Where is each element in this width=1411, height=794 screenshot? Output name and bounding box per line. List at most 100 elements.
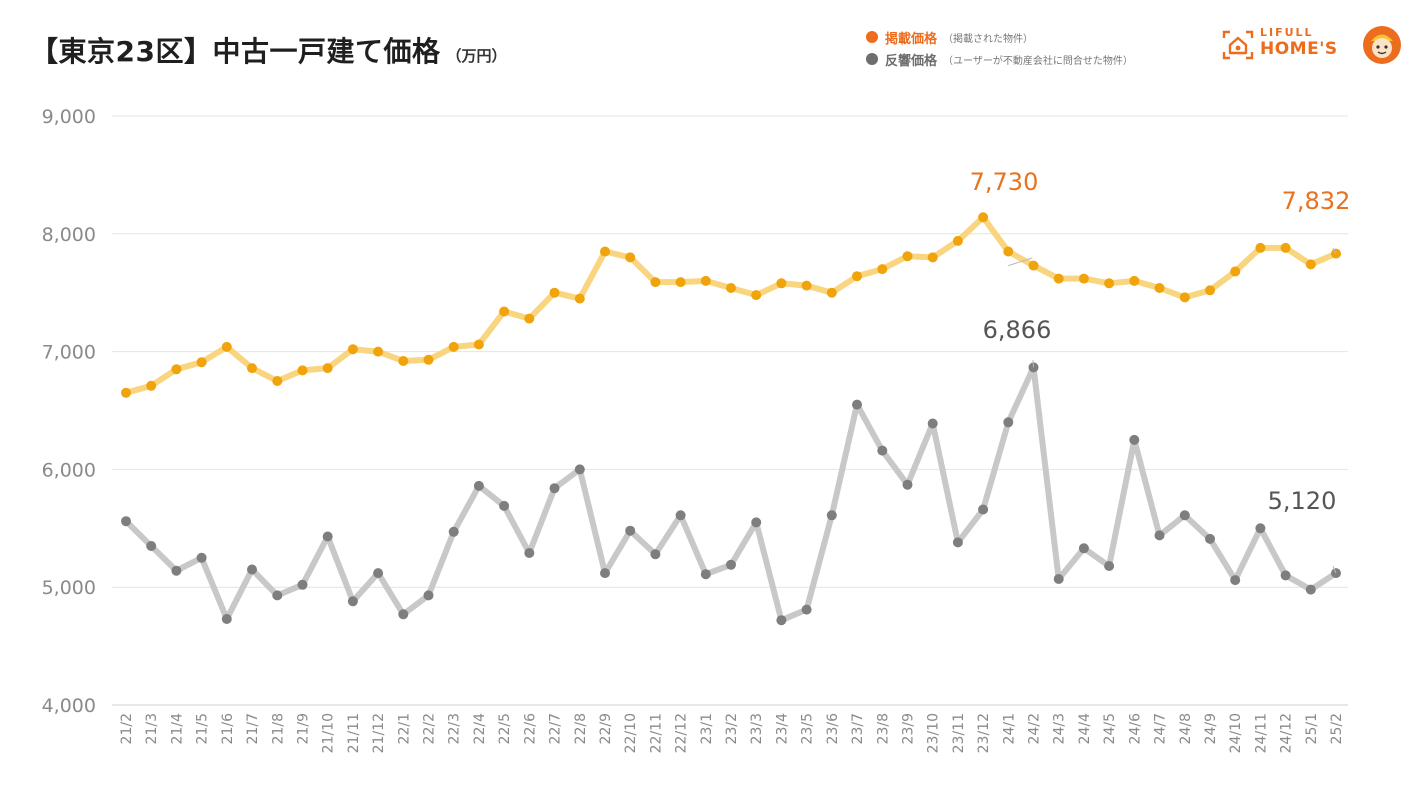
data-point	[272, 590, 283, 601]
data-point	[625, 252, 636, 263]
x-tick-label: 25/2	[1329, 713, 1345, 744]
x-tick-label: 22/5	[497, 713, 513, 744]
x-tick-label: 23/10	[926, 713, 942, 753]
x-tick-label: 23/5	[800, 713, 816, 744]
data-point	[1129, 275, 1140, 286]
data-point	[121, 516, 131, 527]
data-point	[927, 252, 938, 263]
data-point	[700, 275, 711, 286]
x-tick-label: 24/7	[1153, 713, 1169, 744]
data-point	[1305, 584, 1316, 595]
data-point	[801, 280, 812, 291]
x-tick-label: 22/2	[422, 713, 438, 744]
data-point	[1179, 292, 1190, 303]
data-point	[1230, 266, 1241, 277]
data-label: 5,120	[1268, 487, 1337, 515]
x-tick-label: 22/3	[447, 713, 463, 744]
data-point	[650, 549, 661, 560]
data-point	[1154, 283, 1165, 293]
data-point	[524, 548, 535, 558]
x-tick-label: 24/12	[1279, 713, 1295, 753]
x-tick-label: 24/10	[1228, 713, 1244, 753]
x-tick-label: 22/12	[674, 713, 690, 753]
data-label: 7,832	[1282, 187, 1351, 215]
data-point	[398, 356, 409, 366]
x-tick-label: 24/4	[1077, 713, 1093, 745]
data-label: 7,730	[970, 168, 1039, 196]
data-point	[700, 569, 711, 580]
series-line-listing	[123, 214, 1339, 396]
data-point	[1028, 260, 1039, 271]
data-point	[171, 364, 182, 375]
data-point	[373, 346, 384, 357]
x-tick-label: 21/10	[321, 713, 337, 753]
data-point	[499, 500, 510, 511]
logo-line2: HOME'S	[1260, 39, 1338, 59]
annotation-leader-line	[1032, 359, 1034, 368]
legend-description: （ユーザーが不動産会社に問合せた物件）	[943, 55, 1133, 67]
data-point	[877, 264, 888, 275]
data-point	[852, 271, 862, 282]
data-point	[1179, 510, 1190, 521]
data-point	[221, 614, 232, 624]
data-point	[675, 510, 686, 521]
x-tick-label: 24/9	[1203, 713, 1219, 744]
data-point	[549, 287, 560, 298]
x-tick-label: 22/8	[573, 713, 589, 744]
data-point	[347, 344, 358, 355]
x-tick-label: 24/5	[1102, 713, 1118, 744]
data-point	[952, 537, 963, 548]
data-point	[322, 363, 333, 374]
data-point	[1078, 273, 1089, 284]
chart-header: 【東京23区】中古一戸建て価格 （万円）	[30, 30, 506, 70]
data-point	[297, 365, 308, 376]
legend: 掲載価格 （掲載された物件） 反響価格 （ユーザーが不動産会社に問合せた物件）	[866, 26, 1133, 70]
data-point	[473, 480, 484, 491]
x-tick-label: 22/1	[396, 713, 412, 744]
data-point	[952, 235, 963, 246]
unit-label: （万円）	[446, 47, 507, 65]
data-point	[196, 552, 207, 563]
data-point	[675, 277, 686, 288]
data-point	[524, 313, 535, 324]
data-point	[347, 596, 358, 607]
data-point	[902, 479, 913, 490]
logo-line1: LIFULL	[1260, 26, 1314, 39]
x-tick-label: 23/8	[875, 713, 891, 744]
data-point	[121, 387, 131, 398]
x-tick-label: 22/10	[623, 713, 639, 753]
legend-item-listing: 掲載価格 （掲載された物件）	[866, 26, 1133, 48]
data-point	[499, 306, 510, 317]
data-point	[297, 579, 308, 590]
y-tick-label: 5,000	[42, 577, 96, 599]
data-point	[751, 290, 762, 301]
x-tick-label: 24/11	[1253, 713, 1269, 753]
x-tick-label: 23/3	[749, 713, 765, 744]
data-point	[398, 609, 409, 620]
x-tick-label: 22/11	[648, 713, 664, 753]
data-point	[1028, 362, 1039, 373]
data-point	[1280, 242, 1291, 253]
annotation-leader-line	[1332, 565, 1337, 574]
data-point	[826, 287, 837, 298]
x-tick-label: 25/1	[1304, 713, 1320, 744]
y-tick-label: 9,000	[42, 106, 96, 128]
data-point	[247, 564, 257, 575]
x-tick-label: 21/9	[295, 713, 311, 744]
data-point	[600, 246, 610, 257]
x-tick-label: 24/6	[1127, 713, 1143, 745]
data-point	[473, 339, 484, 350]
data-point	[247, 363, 257, 374]
house-icon	[1222, 30, 1254, 60]
data-point	[1280, 570, 1291, 581]
data-label: 6,866	[983, 316, 1052, 344]
data-point	[1053, 273, 1064, 284]
data-point	[322, 531, 333, 542]
x-tick-label: 23/1	[699, 713, 715, 744]
x-tick-label: 23/6	[825, 713, 841, 745]
legend-item-response: 反響価格 （ユーザーが不動産会社に問合せた物件）	[866, 48, 1133, 70]
data-point	[1154, 530, 1165, 541]
x-tick-label: 22/9	[598, 713, 614, 744]
data-point	[927, 418, 938, 429]
